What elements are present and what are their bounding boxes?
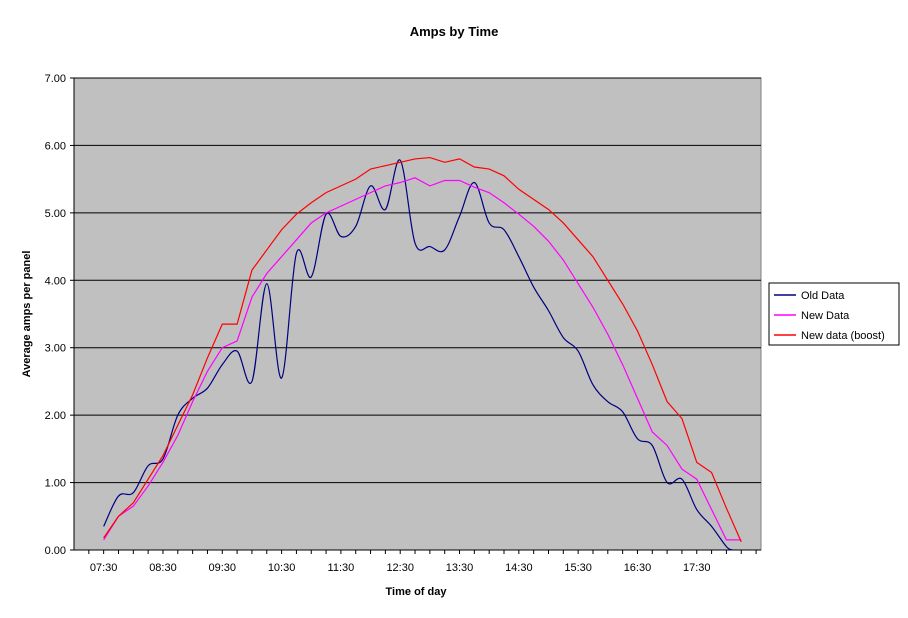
series-lines (103, 156, 742, 551)
chart-title: Amps by Time (410, 24, 499, 39)
x-tick-label: 07:30 (90, 562, 118, 574)
y-tick-label: 4.00 (45, 275, 66, 287)
x-tick-label: 16:30 (624, 562, 652, 574)
x-axis-title: Time of day (386, 586, 448, 598)
x-tick-label: 09:30 (209, 562, 237, 574)
x-tick-label: 14:30 (505, 562, 533, 574)
x-tick-label: 15:30 (564, 562, 592, 574)
y-tick-labels: 0.00 1.00 2.00 3.00 4.00 5.00 6.00 7.00 (45, 73, 74, 557)
series-line-1 (103, 177, 742, 541)
x-tick-label: 10:30 (268, 562, 296, 574)
legend-label: New data (boost) (801, 330, 885, 342)
series-line-0 (103, 159, 733, 551)
x-tick-label: 12:30 (386, 562, 414, 574)
plot-area (73, 77, 762, 551)
x-tick-label: 17:30 (683, 562, 711, 574)
y-tick-label: 1.00 (45, 478, 66, 490)
legend: Old Data New Data New data (boost) (768, 282, 900, 346)
x-tick-labels: 07:30 08:30 09:30 10:30 11:30 12:30 13:30 14:30… (88, 550, 757, 574)
y-tick-label: 7.00 (45, 73, 66, 85)
y-axis-title: Average amps per panel (21, 251, 33, 378)
x-tick-label: 08:30 (149, 562, 177, 574)
gridlines (74, 77, 761, 484)
legend-label: New Data (801, 310, 850, 322)
x-tick-label: 13:30 (446, 562, 474, 574)
series-line-2 (103, 156, 742, 543)
legend-label: Old Data (801, 290, 845, 302)
x-tick-label: 11:30 (328, 562, 355, 574)
y-tick-label: 0.00 (45, 545, 66, 557)
y-tick-label: 6.00 (45, 140, 66, 152)
y-tick-label: 3.00 (45, 343, 66, 355)
y-tick-label: 2.00 (45, 410, 66, 422)
y-tick-label: 5.00 (45, 208, 66, 220)
